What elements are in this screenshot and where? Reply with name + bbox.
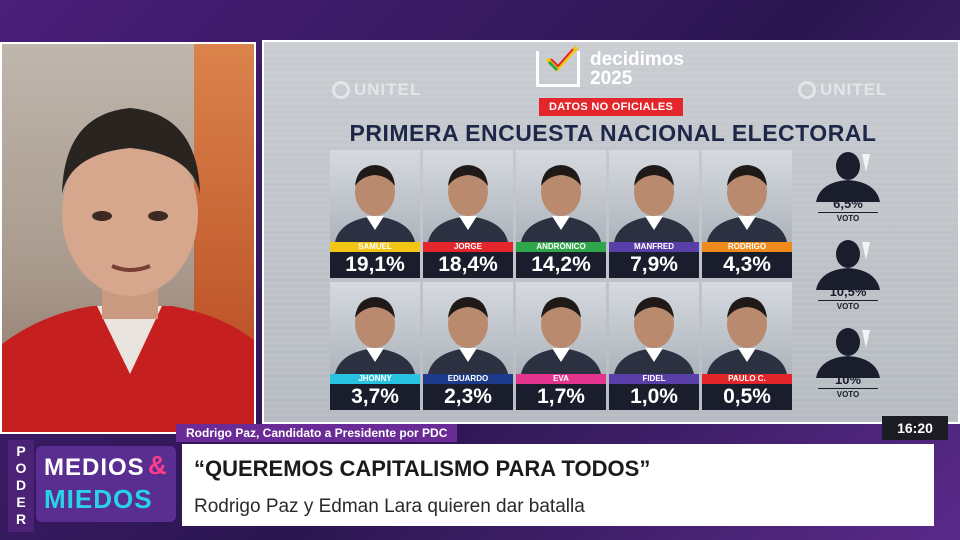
silhouette-icon <box>816 152 880 202</box>
candidate-name: EVA <box>516 374 606 384</box>
candidate-card: MANFRED 7,9% <box>609 150 699 278</box>
unofficial-data-badge: DATOS NO OFICIALES <box>539 98 684 116</box>
unitel-logo-icon <box>798 81 816 99</box>
background-window <box>194 44 254 344</box>
candidate-percentage: 2,3% <box>423 384 513 410</box>
undecided-percentage: 10,5% <box>829 284 867 299</box>
undecided-vote-block: 10,5% VOTO <box>810 238 886 311</box>
lower-third: “QUEREMOS CAPITALISMO PARA TODOS” Rodrig… <box>182 444 934 526</box>
undecided-vote-block: 10% VOTO <box>810 326 886 399</box>
candidate-percentage: 18,4% <box>423 252 513 278</box>
undecided-vote-block: 6,5% VOTO <box>810 150 886 223</box>
candidate-name: JHONNY <box>330 374 420 384</box>
candidate-name: SAMUEL <box>330 242 420 252</box>
candidate-percentage: 4,3% <box>702 252 792 278</box>
candidate-name: FIDEL <box>609 374 699 384</box>
watermark-text: UNITEL <box>354 80 422 99</box>
clock: 16:20 <box>882 416 948 440</box>
candidate-photo <box>330 282 420 374</box>
subheadline: Rodrigo Paz y Edman Lara quieren dar bat… <box>194 496 585 517</box>
watermark-text: UNITEL <box>820 80 888 99</box>
candidate-card: PAULO C. 0,5% <box>702 282 792 410</box>
watermark-left: UNITEL <box>332 80 421 100</box>
candidate-name: EDUARDO <box>423 374 513 384</box>
candidate-photo <box>423 150 513 242</box>
candidate-name: PAULO C. <box>702 374 792 384</box>
presenter-figure <box>2 108 254 432</box>
poder-letter: R <box>15 511 27 527</box>
candidate-card: FIDEL 1,0% <box>609 282 699 410</box>
candidate-card: EVA 1,7% <box>516 282 606 410</box>
ballot-box-icon <box>536 45 580 87</box>
undecided-label: VOTO <box>818 300 878 311</box>
candidate-percentage: 1,0% <box>609 384 699 410</box>
candidate-name: MANFRED <box>609 242 699 252</box>
headline: “QUEREMOS CAPITALISMO PARA TODOS” <box>194 456 651 481</box>
candidate-card: ANDRÓNICO 14,2% <box>516 150 606 278</box>
candidate-name: ANDRÓNICO <box>516 242 606 252</box>
candidate-photo <box>423 282 513 374</box>
decidimos-logo: decidimos 2025 <box>536 45 684 88</box>
brand-text: decidimos 2025 <box>590 50 684 88</box>
candidate-card: JORGE 18,4% <box>423 150 513 278</box>
undecided-percentage: 6,5% <box>833 196 863 211</box>
medios-miedos-logo: MEDIOS & MIEDOS <box>36 446 176 522</box>
brand-line1: decidimos <box>590 49 684 70</box>
candidate-photo <box>609 150 699 242</box>
candidate-name: RODRIGO <box>702 242 792 252</box>
logo-ampersand: & <box>148 450 167 480</box>
candidate-photo <box>702 282 792 374</box>
undecided-label: VOTO <box>818 388 878 399</box>
candidate-percentage: 3,7% <box>330 384 420 410</box>
candidate-photo <box>609 282 699 374</box>
candidate-photo <box>516 150 606 242</box>
candidate-card: SAMUEL 19,1% <box>330 150 420 278</box>
candidate-photo <box>330 150 420 242</box>
poder-letter: E <box>16 494 26 510</box>
poder-letter: D <box>15 477 27 493</box>
candidate-photo <box>516 282 606 374</box>
candidate-card: EDUARDO 2,3% <box>423 282 513 410</box>
speaker-tag: Rodrigo Paz, Candidato a Presidente por … <box>176 424 458 442</box>
candidate-percentage: 14,2% <box>516 252 606 278</box>
candidate-percentage: 7,9% <box>609 252 699 278</box>
candidate-percentage: 0,5% <box>702 384 792 410</box>
logo-line1: MEDIOS <box>44 454 145 481</box>
candidate-percentage: 1,7% <box>516 384 606 410</box>
candidate-name: JORGE <box>423 242 513 252</box>
candidate-card: RODRIGO 4,3% <box>702 150 792 278</box>
undecided-percentage: 10% <box>834 372 862 387</box>
poder-letter: P <box>16 443 26 459</box>
candidate-card: JHONNY 3,7% <box>330 282 420 410</box>
undecided-label: VOTO <box>818 212 878 223</box>
poder-letter: O <box>15 460 27 476</box>
candidate-photo <box>702 150 792 242</box>
poll-graphic: UNITEL UNITEL decidimos 2025 DATOS NO OF… <box>262 40 960 424</box>
candidate-percentage: 19,1% <box>330 252 420 278</box>
poll-title: PRIMERA ENCUESTA NACIONAL ELECTORAL <box>349 120 877 146</box>
presenter-video-panel <box>0 42 256 434</box>
silhouette-icon <box>816 240 880 290</box>
watermark-right: UNITEL <box>798 80 887 100</box>
silhouette-icon <box>816 328 880 378</box>
unitel-logo-icon <box>332 81 350 99</box>
brand-line2: 2025 <box>590 68 633 89</box>
logo-line2: MIEDOS <box>44 484 153 514</box>
